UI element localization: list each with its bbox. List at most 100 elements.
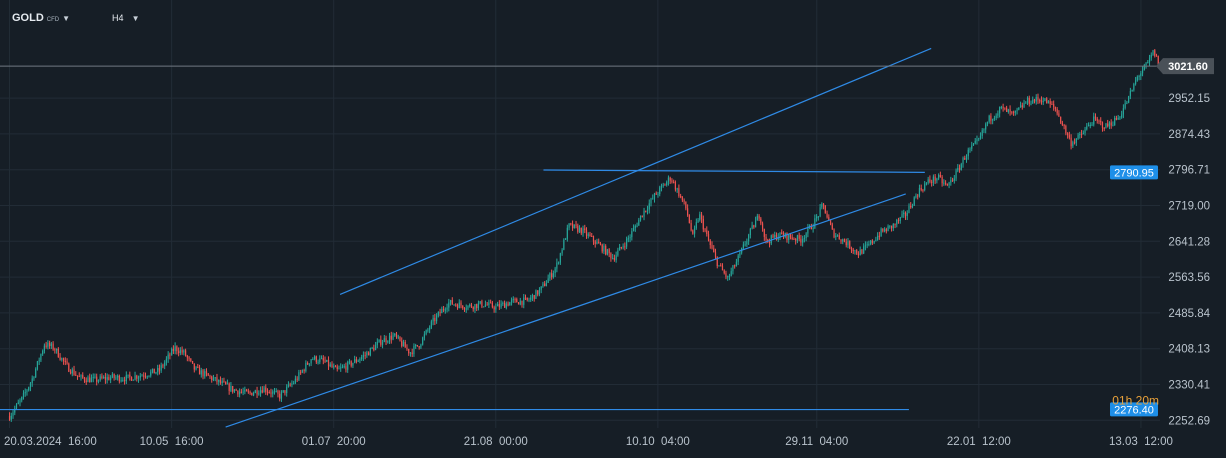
candle-body [254, 390, 256, 394]
candle-body [1103, 127, 1105, 129]
candle-body [312, 359, 314, 361]
candle-body [1101, 122, 1104, 128]
candle-body [1073, 142, 1076, 144]
candle-body [90, 378, 93, 383]
candle-body [856, 250, 858, 254]
candle-body [758, 215, 760, 219]
candle-body [136, 375, 138, 379]
candle-body [195, 366, 197, 370]
candle-body [305, 362, 307, 371]
price-tag-bg [1110, 165, 1158, 180]
candle-body [345, 366, 347, 370]
candle-body [1016, 109, 1018, 111]
candle-body [117, 375, 119, 378]
candle-body [1082, 132, 1084, 135]
candle-body [598, 241, 600, 244]
candle-body [711, 245, 713, 249]
candle-body [129, 374, 131, 377]
candle-body [436, 315, 438, 322]
candle-body [225, 381, 227, 385]
candle-body [216, 377, 218, 382]
candle-body [706, 230, 708, 235]
candle-body [197, 366, 199, 368]
candle-body [871, 240, 873, 243]
candle-body [1077, 134, 1079, 139]
candle-body [1152, 50, 1154, 55]
candle-body [258, 393, 260, 395]
candle-body [800, 238, 802, 243]
candle-body [673, 181, 675, 183]
candle-body [366, 352, 368, 356]
candle-body [38, 360, 40, 362]
candle-body [54, 349, 56, 351]
candle-body [1054, 106, 1057, 110]
candle-body [186, 355, 188, 358]
candle-body [1068, 135, 1070, 138]
candle-body [932, 176, 934, 183]
candle-body [1141, 70, 1144, 74]
candle-body [442, 309, 445, 311]
candle-body [83, 377, 86, 381]
timeframe-selector[interactable]: H4 ▼ [108, 11, 143, 25]
candle-body [493, 307, 495, 310]
candle-body [1039, 100, 1041, 102]
symbol-selector[interactable]: GOLD CFD ▼ [8, 10, 74, 26]
candle-body [359, 359, 361, 361]
candle-body [1138, 75, 1140, 77]
candle-body [49, 342, 51, 347]
candle-body [348, 361, 351, 363]
candle-body [772, 235, 774, 238]
candle-body [488, 302, 490, 306]
candle-body [219, 379, 222, 384]
candle-body [904, 212, 907, 216]
candle-body [995, 115, 997, 119]
candle-body [897, 220, 900, 222]
candle-body [861, 249, 863, 254]
candle-body [544, 283, 546, 287]
candle-body [957, 167, 959, 171]
candle-body [490, 302, 492, 304]
candle-body [1018, 107, 1020, 110]
candle-body [474, 304, 476, 310]
candle-body [146, 376, 148, 378]
candle-body [596, 241, 598, 244]
candle-body [944, 182, 947, 185]
candle-body [483, 306, 485, 308]
y-tick-label: 2796.71 [1168, 165, 1210, 177]
candle-body [1121, 114, 1123, 118]
candle-body [287, 384, 290, 387]
candle-body [910, 205, 912, 208]
x-tick-label: 20.03.2024 16:00 [4, 436, 97, 448]
candle-body [927, 179, 929, 183]
candle-body [1117, 117, 1119, 120]
candle-body [533, 295, 535, 299]
candle-body [594, 241, 596, 244]
candle-body [631, 231, 633, 238]
candle-body [512, 299, 514, 301]
candle-body [242, 391, 244, 393]
candle-body [833, 229, 835, 238]
candle-body [578, 227, 581, 232]
candle-body [768, 241, 771, 244]
candle-body [1112, 125, 1114, 127]
candle-body [467, 305, 469, 309]
candle-body [648, 203, 650, 210]
candle-body [1145, 63, 1147, 66]
candle-body [770, 235, 772, 244]
candle-body [941, 177, 943, 184]
y-tick-label: 2563.56 [1168, 272, 1210, 284]
candle-body [355, 359, 358, 362]
candle-body [812, 227, 814, 230]
candle-body [68, 363, 70, 372]
candle-body [1019, 105, 1022, 108]
candle-body [134, 375, 136, 380]
candle-body [1040, 100, 1043, 103]
candle-body [831, 224, 833, 230]
candle-body [418, 346, 420, 348]
y-tick-label: 2641.28 [1168, 236, 1210, 248]
candle-body [1033, 99, 1036, 102]
y-tick-label: 2874.43 [1168, 129, 1210, 141]
